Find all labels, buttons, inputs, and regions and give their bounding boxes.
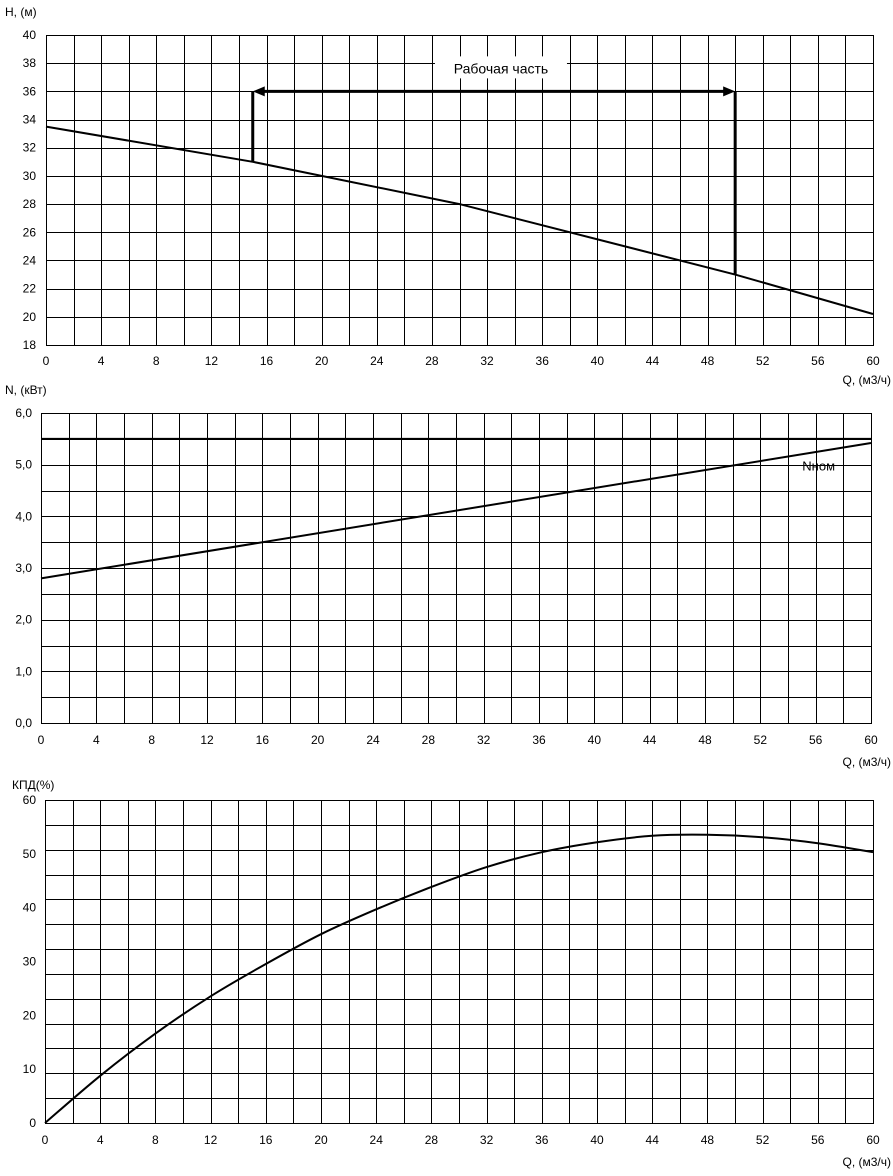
x-tick-label: 40 — [588, 733, 602, 747]
x-axis-label: Q, (м3/ч) — [842, 1155, 891, 1169]
x-tick-label: 56 — [809, 733, 823, 747]
series-line — [45, 125, 874, 315]
chart-3: 0 4 8 12 16 20 24 28 32 36 40 44 48 52 56 6001020304050… — [12, 778, 891, 1169]
y-tick-label: 40 — [23, 28, 37, 42]
y-tick-label: 36 — [23, 84, 37, 98]
y-tick-label: 5,0 — [15, 458, 32, 472]
x-tick-label: 12 — [204, 1133, 218, 1147]
x-tick-label: 52 — [756, 1133, 770, 1147]
y-tick-label: 60 — [23, 793, 37, 807]
x-tick-label: 48 — [701, 1133, 715, 1147]
x-tick-label: 12 — [205, 354, 219, 368]
x-tick-label: 0 — [38, 733, 45, 747]
y-tick-label: 34 — [23, 113, 37, 127]
plot-frame — [46, 35, 874, 346]
x-tick-label: 28 — [425, 1133, 439, 1147]
x-tick-label: 24 — [370, 354, 384, 368]
x-tick-label: 8 — [153, 354, 160, 368]
x-tick-label: 60 — [866, 354, 880, 368]
x-tick-label: 28 — [422, 733, 436, 747]
x-tick-label: 44 — [643, 733, 657, 747]
series-label-nnom: Nном — [802, 459, 835, 474]
x-tick-label: 36 — [532, 733, 546, 747]
y-tick-label: 40 — [23, 901, 37, 915]
y-tick-label: 50 — [23, 847, 37, 861]
x-tick-label: 60 — [864, 733, 878, 747]
x-tick-label: 20 — [311, 733, 325, 747]
y-tick-label: 28 — [23, 197, 37, 211]
x-tick-label: 8 — [152, 1133, 159, 1147]
x-tick-label: 0 — [43, 354, 50, 368]
plot-frame — [41, 413, 872, 724]
x-tick-label: 36 — [535, 1133, 549, 1147]
series-line — [40, 441, 872, 580]
x-tick-label: 32 — [480, 354, 494, 368]
x-tick-label: 60 — [866, 1133, 880, 1147]
y-tick-label: 2,0 — [15, 613, 32, 627]
x-tick-label: 52 — [754, 733, 768, 747]
y-axis-label: H, (м) — [5, 5, 37, 19]
x-tick-label: 40 — [590, 1133, 604, 1147]
x-tick-label: 8 — [148, 733, 155, 747]
x-tick-label: 28 — [425, 354, 439, 368]
x-tick-label: 4 — [97, 1133, 104, 1147]
y-axis-label: КПД(%) — [12, 778, 54, 792]
x-tick-label: 24 — [366, 733, 380, 747]
x-tick-label: 0 — [42, 1133, 49, 1147]
chart-1: 0 4 8 12 16 20 24 28 32 36 40 44 48 52 56 6018202224262… — [5, 5, 891, 387]
y-tick-label: 38 — [23, 56, 37, 70]
y-tick-label: 3,0 — [15, 561, 32, 575]
x-tick-label: 16 — [260, 354, 274, 368]
y-tick-label: 24 — [23, 253, 37, 267]
x-tick-label: 56 — [811, 354, 825, 368]
x-tick-label: 40 — [591, 354, 605, 368]
x-tick-label: 4 — [93, 733, 100, 747]
range-arrow-head-right — [723, 86, 736, 97]
x-tick-label: 12 — [200, 733, 214, 747]
x-tick-label: 48 — [701, 354, 715, 368]
y-tick-label: 32 — [23, 141, 37, 155]
y-tick-label: 4,0 — [15, 509, 32, 523]
x-axis-label: Q, (м3/ч) — [842, 755, 891, 769]
y-tick-label: 22 — [23, 282, 37, 296]
chart-2: 0 4 8 12 16 20 24 28 32 36 40 44 48 52 56 600,01,02,03,… — [5, 383, 891, 769]
x-axis-label: Q, (м3/ч) — [842, 373, 891, 387]
x-tick-label: 44 — [646, 354, 660, 368]
y-tick-label: 10 — [23, 1062, 37, 1076]
annotation-label: Рабочая часть — [454, 60, 549, 76]
y-tick-label: 20 — [23, 1008, 37, 1022]
x-tick-label: 16 — [259, 1133, 273, 1147]
x-tick-label: 48 — [698, 733, 712, 747]
x-tick-label: 44 — [646, 1133, 660, 1147]
y-tick-label: 0,0 — [15, 716, 32, 730]
y-tick-label: 1,0 — [15, 664, 32, 678]
x-tick-label: 32 — [477, 733, 491, 747]
x-tick-label: 24 — [370, 1133, 384, 1147]
y-tick-label: 18 — [23, 338, 37, 352]
x-tick-label: 16 — [256, 733, 270, 747]
x-tick-label: 4 — [98, 354, 105, 368]
y-tick-label: 30 — [23, 169, 37, 183]
x-tick-label: 52 — [756, 354, 770, 368]
x-tick-label: 36 — [536, 354, 550, 368]
series-line — [44, 833, 874, 1124]
annotation-background — [434, 56, 567, 79]
x-tick-label: 32 — [480, 1133, 494, 1147]
y-tick-label: 20 — [23, 310, 37, 324]
y-tick-label: 0 — [29, 1116, 36, 1130]
x-tick-label: 20 — [314, 1133, 328, 1147]
x-tick-label: 20 — [315, 354, 329, 368]
range-arrow-head-left — [252, 86, 265, 97]
x-tick-label: 56 — [811, 1133, 825, 1147]
y-tick-label: 26 — [23, 225, 37, 239]
y-axis-label: N, (кВт) — [5, 383, 47, 397]
y-tick-label: 6,0 — [15, 406, 32, 420]
plot-frame — [45, 800, 874, 1124]
y-tick-label: 30 — [23, 955, 37, 969]
